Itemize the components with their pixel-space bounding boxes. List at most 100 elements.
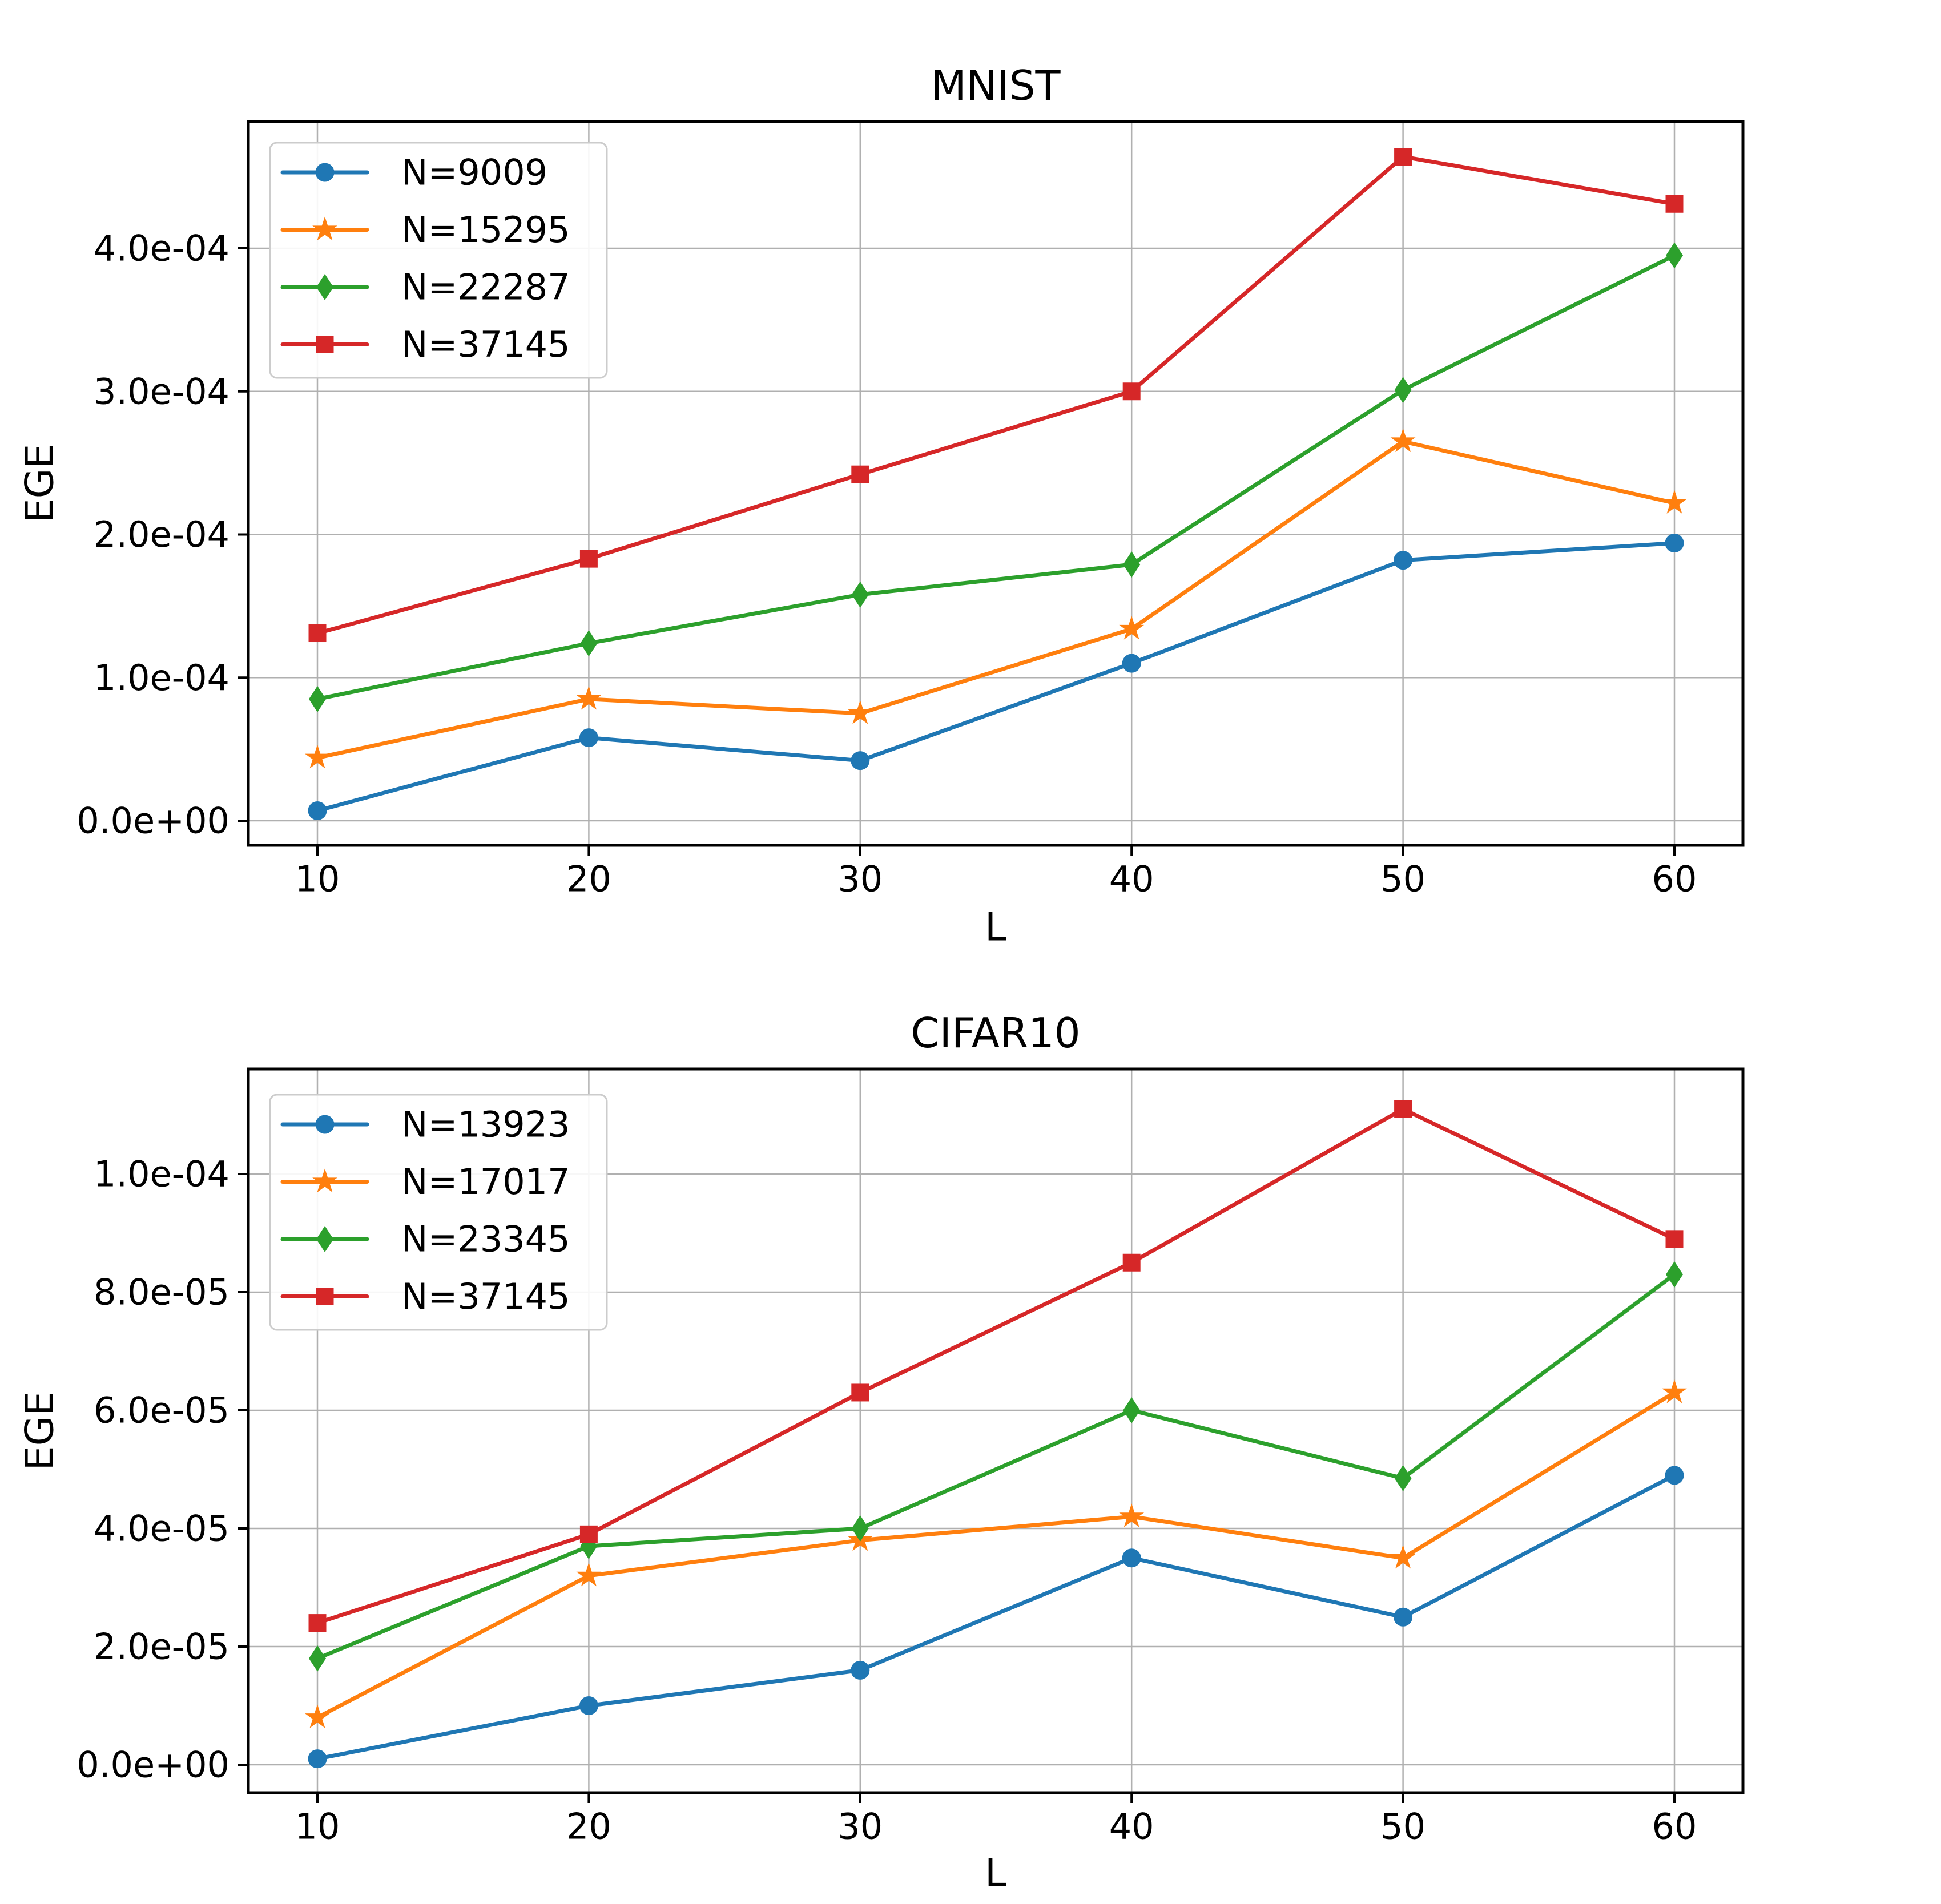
circle-marker	[1122, 654, 1141, 673]
square-marker	[308, 1614, 327, 1632]
square-marker	[579, 550, 598, 568]
square-marker	[308, 624, 327, 643]
square-marker	[851, 465, 869, 483]
x-tick-label: 10	[295, 1806, 340, 1847]
legend-entry: N=37145	[280, 1276, 570, 1317]
x-tick-label: 60	[1652, 858, 1697, 900]
legend-entry: N=9009	[280, 152, 547, 193]
diamond-marker	[1394, 377, 1412, 404]
square-marker	[579, 1525, 598, 1543]
data-line	[315, 1390, 1677, 1720]
series-N=22287	[309, 242, 1683, 712]
legend-entry: N=17017	[280, 1161, 570, 1203]
y-tick-label: 8.0e-05	[94, 1272, 229, 1313]
square-marker	[1394, 1100, 1412, 1118]
diamond-marker	[580, 630, 598, 657]
star-icon	[312, 1168, 337, 1193]
circle-icon	[315, 1115, 335, 1134]
y-tick-label: 2.0e-05	[94, 1626, 229, 1668]
y-tick-label: 0.0e+00	[76, 1744, 229, 1786]
star-marker	[1390, 428, 1416, 453]
data-line	[315, 1272, 1677, 1661]
square-marker	[1394, 148, 1412, 166]
star-marker	[1390, 1544, 1416, 1569]
y-tick-label: 2.0e-04	[94, 514, 229, 555]
star-marker	[305, 1704, 330, 1728]
plot-border	[247, 1067, 1745, 1794]
y-tick-label: 3.0e-04	[94, 370, 229, 412]
y-tick-label: 4.0e-05	[94, 1508, 229, 1550]
y-tick-label: 6.0e-05	[94, 1390, 229, 1431]
circle-marker	[1665, 1466, 1684, 1485]
series-N=37145	[308, 148, 1684, 643]
diamond-icon	[316, 1226, 333, 1252]
x-tick-label: 50	[1380, 858, 1425, 900]
legend-entry: N=37145	[280, 324, 570, 365]
plot-border	[247, 120, 1745, 847]
star-marker	[576, 1562, 602, 1587]
circle-marker	[308, 801, 327, 820]
diamond-marker	[851, 1515, 869, 1542]
x-tick-label: 50	[1380, 1806, 1425, 1847]
y-axis-label: EGE	[18, 1391, 63, 1471]
circle-marker	[1394, 1607, 1413, 1627]
data-line	[315, 541, 1677, 813]
x-tick-label: 30	[837, 1806, 883, 1847]
legend-entry: N=23345	[280, 1219, 570, 1260]
diamond-icon	[316, 274, 333, 300]
x-tick-label: 40	[1109, 1806, 1154, 1847]
ticks	[238, 247, 1676, 856]
legend-label: N=22287	[401, 267, 570, 308]
legend-label: N=37145	[401, 1276, 570, 1317]
star-marker	[847, 700, 873, 724]
square-marker	[1665, 195, 1684, 213]
square-marker	[1665, 1230, 1684, 1248]
circle-marker	[1665, 534, 1684, 553]
square-icon	[316, 1288, 334, 1305]
y-tick-label: 0.0e+00	[76, 800, 229, 842]
circle-icon	[315, 163, 335, 182]
data-line	[315, 1473, 1677, 1761]
legend-entry: N=15295	[280, 209, 570, 251]
y-tick-label: 4.0e-04	[94, 228, 229, 269]
diamond-marker	[1666, 1261, 1683, 1288]
legend-label: N=13923	[401, 1104, 570, 1145]
series-N=17017	[305, 1379, 1687, 1728]
square-marker	[1122, 1253, 1141, 1272]
data-line	[315, 155, 1677, 636]
legend-entry: N=22287	[280, 267, 570, 308]
square-icon	[316, 336, 334, 353]
cifar10-chart: 10 20 30 40 50 60 0.0e+00 2.0e-05 4.0e-05 6.0e-05…	[0, 952, 1941, 1904]
star-marker	[305, 744, 330, 769]
x-tick-label: 40	[1109, 858, 1154, 900]
series-N=15295	[305, 428, 1687, 769]
legend-label: N=9009	[401, 152, 547, 193]
star-marker	[576, 685, 602, 710]
cifar10-chart-canvas: 10 20 30 40 50 60 0.0e+00 2.0e-05 4.0e-05 6.0e-05…	[18, 1009, 1745, 1896]
circle-marker	[579, 1696, 598, 1715]
x-tick-label: 10	[295, 858, 340, 900]
diamond-marker	[309, 685, 326, 712]
mnist-chart: 10 20 30 40 50 60 0.0e+00 1.0e-04 2.0e-04 3.0e-04…	[18, 62, 1745, 950]
diamond-marker	[851, 581, 869, 608]
mnist-chart-canvas: 10 20 30 40 50 60 0.0e+00 1.0e-04 2.0e-04 3.0e-04…	[18, 62, 1745, 950]
data-line	[315, 1107, 1677, 1625]
series-N=9009	[308, 534, 1684, 820]
legend-box	[269, 1094, 608, 1331]
legend-box	[269, 142, 608, 379]
circle-marker	[1394, 551, 1413, 570]
series-N=37145	[308, 1100, 1684, 1632]
diamond-marker	[309, 1645, 326, 1672]
star-marker	[1119, 1503, 1145, 1527]
x-tick-label: 30	[837, 858, 883, 900]
diamond-marker	[1394, 1465, 1412, 1492]
diamond-marker	[1123, 1397, 1141, 1423]
circle-marker	[579, 728, 598, 748]
legend-entry: N=13923	[280, 1104, 570, 1145]
chart-title: CIFAR10	[911, 1009, 1080, 1057]
legend-label: N=37145	[401, 324, 570, 365]
y-tick-label: 1.0e-04	[94, 1153, 229, 1195]
legend: N=13923 N=17017 N=23345 N=37145	[269, 1094, 608, 1331]
x-axis-label: L	[985, 905, 1006, 950]
square-marker	[851, 1383, 869, 1402]
